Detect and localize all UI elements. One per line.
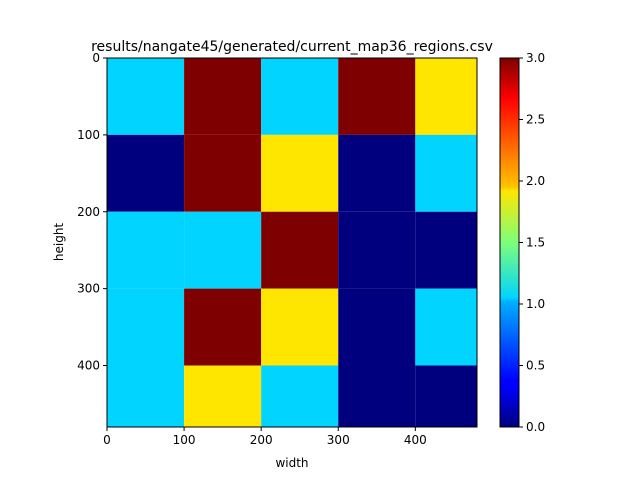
chart-title: results/nangate45/generated/current_map3… — [91, 39, 493, 55]
heatmap-cell — [338, 134, 416, 212]
y-tick-label: 400 — [77, 359, 100, 373]
heatmap-cell — [261, 365, 339, 427]
heatmap-cell — [107, 134, 185, 212]
heatmap-cell — [184, 211, 262, 289]
heatmap-cell — [338, 365, 416, 427]
heatmap-cell — [107, 288, 185, 366]
y-axis-label: height — [52, 223, 66, 262]
colorbar-axis: 0.0 0.5 1.0 1.5 2.0 2.5 3.0 — [519, 51, 545, 434]
heatmap-cell — [415, 288, 477, 366]
x-axis: 0 100 200 300 400 — [103, 427, 427, 447]
y-tick-label: 0 — [92, 51, 100, 65]
colorbar-tick-label: 3.0 — [526, 51, 545, 65]
colorbar-tick-label: 1.5 — [526, 236, 545, 250]
heatmap-cell — [261, 211, 339, 289]
heatmap-cell — [107, 365, 185, 427]
plot-frame — [106, 57, 478, 428]
heatmap-cell — [107, 211, 185, 289]
heatmap-cell — [415, 365, 477, 427]
heatmap-cell — [184, 288, 262, 366]
heatmap-cell — [261, 134, 339, 212]
heatmap-cell — [184, 134, 262, 212]
x-axis-label: width — [275, 456, 308, 470]
heatmap-cell — [261, 288, 339, 366]
x-tick-label: 300 — [327, 433, 350, 447]
y-tick-label: 100 — [77, 128, 100, 142]
heatmap-cell — [338, 288, 416, 366]
y-tick-label: 300 — [77, 282, 100, 296]
heatmap-cell — [184, 58, 262, 135]
y-tick-label: 200 — [77, 205, 100, 219]
heatmap-cells — [107, 58, 477, 427]
x-tick-label: 400 — [404, 433, 427, 447]
x-tick-label: 0 — [103, 433, 111, 447]
heatmap-cell — [107, 58, 185, 135]
colorbar-tick-label: 2.0 — [526, 174, 545, 188]
colorbar-tick-label: 2.5 — [526, 113, 545, 127]
x-tick-label: 200 — [250, 433, 273, 447]
heatmap-cell — [415, 58, 477, 135]
x-tick-label: 100 — [173, 433, 196, 447]
heatmap-cell — [338, 58, 416, 135]
heatmap-cell — [415, 211, 477, 289]
y-axis: 0 100 200 300 400 — [77, 51, 107, 373]
colorbar — [499, 57, 520, 428]
heatmap-cell — [415, 134, 477, 212]
colorbar-tick-label: 1.0 — [526, 297, 545, 311]
heatmap-cell — [338, 211, 416, 289]
heatmap-cell — [261, 58, 339, 135]
colorbar-tick-label: 0.5 — [526, 359, 545, 373]
colorbar-tick-label: 0.0 — [526, 420, 545, 434]
heatmap-cell — [184, 365, 262, 427]
